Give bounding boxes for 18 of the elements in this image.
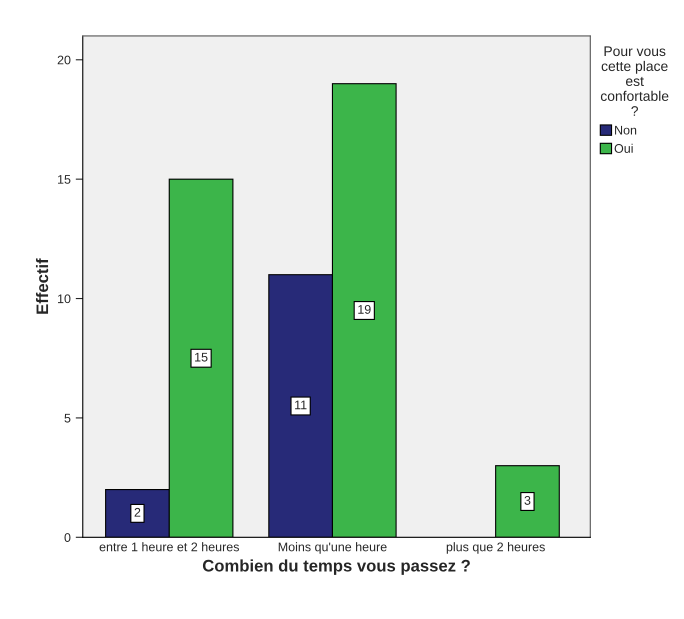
x-tick-label: plus que 2 heures <box>446 542 545 554</box>
x-tick-label: entre 1 heure et 2 heures <box>100 542 239 552</box>
y-tick-label: 10 <box>58 294 70 304</box>
y-tick-label: 15 <box>58 175 70 184</box>
legend-label: Non <box>615 126 636 135</box>
data-label: 2 <box>134 508 140 517</box>
data-label: 15 <box>195 352 208 362</box>
legend-label: Oui <box>614 144 633 153</box>
x-axis-title: Combien du temps vous passez ? <box>202 559 470 575</box>
y-tick-label: 5 <box>64 414 70 423</box>
data-label: 3 <box>524 496 530 505</box>
x-tick-label: Moins qu'une heure <box>278 542 387 554</box>
legend-title: Pour vous cette place est confortable ? <box>600 46 668 116</box>
y-axis-title: Effectif <box>36 258 48 314</box>
data-label: 19 <box>358 304 371 314</box>
y-tick-label: 0 <box>64 533 70 542</box>
y-tick-label: 20 <box>58 56 70 64</box>
data-label: 11 <box>295 400 307 410</box>
